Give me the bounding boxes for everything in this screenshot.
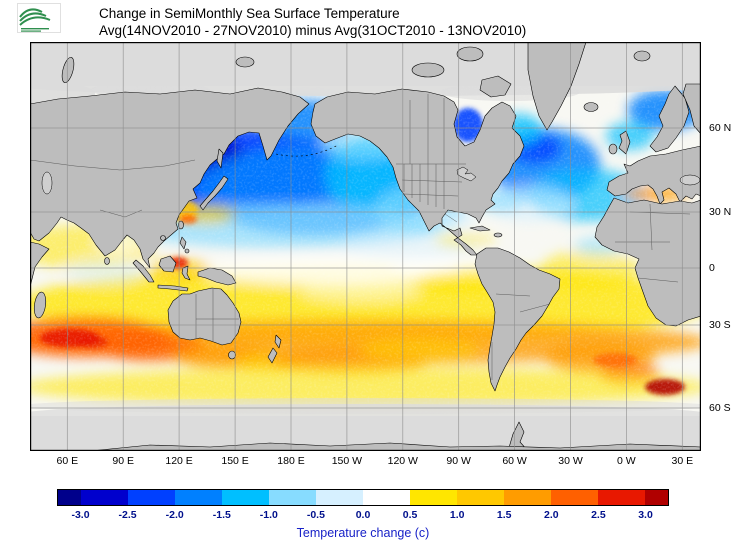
- landmass-svalbard: [633, 50, 651, 62]
- colorbar-tick: 0.0: [355, 509, 371, 521]
- landmass-new-zealand-north: [274, 334, 282, 349]
- lon-label: 120 E: [165, 455, 193, 467]
- graticule: [30, 42, 701, 451]
- map-frame: [30, 42, 701, 451]
- map: 60 N 30 N 0 30 S 60 S 60 E 90 E 120 E 150 E 180 …: [30, 42, 731, 467]
- agency-wave-logo: [17, 3, 61, 33]
- colorbar-segment: [503, 490, 551, 505]
- great-lakes: [456, 166, 477, 182]
- landmass-sri-lanka: [104, 257, 110, 265]
- colorbar-segment: [363, 490, 410, 505]
- landmass-eurasia: [30, 87, 310, 269]
- colorbar-segment: [269, 490, 317, 505]
- landmass-japan: [199, 175, 229, 211]
- colorbar-tick: -3.0: [71, 509, 90, 521]
- colorbar-segment: [222, 490, 270, 505]
- colorbar-tick: 1.5: [496, 509, 512, 521]
- colorbar-segment: [597, 490, 645, 505]
- black-sea: [679, 174, 701, 186]
- lon-label: 90 W: [446, 455, 471, 467]
- landmass-sakhalin: [216, 148, 224, 169]
- landmass-cuba: [469, 225, 491, 232]
- colorbar-tick: 0.5: [402, 509, 418, 521]
- landmass-tasmania: [228, 350, 236, 360]
- colorbar-tick: -0.5: [306, 509, 325, 521]
- landmass-philippines-south: [184, 248, 190, 254]
- colorbar-legend: -3.0 -2.5 -2.0 -1.5 -1.0 -0.5 0.0 0.5 1.0 1.5 2.0 2…: [57, 489, 669, 540]
- colorbar-tick: 1.0: [449, 509, 465, 521]
- landmass-aleutians: [275, 144, 339, 157]
- landmass-africa: [594, 197, 701, 327]
- colorbar: [57, 489, 669, 506]
- landmass-ellesmere: [456, 46, 484, 62]
- landmass-new-zealand-south: [267, 347, 278, 364]
- chart-subtitle: Avg(14NOV2010 - 27NOV2010) minus Avg(31O…: [99, 23, 527, 38]
- colorbar-tick: -1.5: [212, 509, 231, 521]
- colorbar-tick: -2.0: [165, 509, 184, 521]
- landmass-hainan: [160, 235, 166, 241]
- colorbar-segment: [409, 490, 457, 505]
- lon-label: 150 E: [221, 455, 249, 467]
- landmass-sulawesi: [181, 265, 191, 281]
- lon-label: 30 W: [558, 455, 583, 467]
- logo-text-lines: [21, 28, 49, 32]
- landmass-scandinavia: [649, 85, 690, 153]
- political-borders: [30, 94, 691, 380]
- landmass-java: [157, 284, 189, 292]
- chart-title: Change in SemiMonthly Sea Surface Temper…: [99, 6, 400, 21]
- colorbar-tick: 2.0: [543, 509, 559, 521]
- lon-label: 30 E: [671, 455, 694, 467]
- lon-label: 0 W: [617, 455, 636, 467]
- colorbar-tick: -1.0: [259, 509, 278, 521]
- lon-label: 150 W: [331, 455, 363, 467]
- lat-label: 30 S: [709, 319, 731, 331]
- colorbar-segment: [58, 490, 82, 505]
- lon-label: 180 E: [277, 455, 305, 467]
- landmass-antarctic-peninsula: [507, 421, 529, 451]
- lat-label: 0: [709, 262, 715, 274]
- title-block: Change in SemiMonthly Sea Surface Temper…: [99, 5, 526, 39]
- lon-label: 90 E: [112, 455, 134, 467]
- landmass-new-siberian-islands: [235, 56, 255, 68]
- colorbar-segment: [128, 490, 176, 505]
- world-map: [30, 42, 701, 451]
- landmasses: [30, 42, 701, 451]
- colorbar-segment: [550, 490, 598, 505]
- landmass-uk: [618, 130, 631, 155]
- landmass-nw-russia: [682, 83, 701, 135]
- landmass-taiwan: [178, 220, 184, 230]
- logo-waves: [19, 8, 51, 26]
- landmass-sumatra: [132, 259, 155, 283]
- landmass-novaya-zemlya: [61, 57, 75, 83]
- lat-label: 30 N: [709, 206, 732, 218]
- colorbar-tick: 3.0: [638, 509, 653, 521]
- landmass-madagascar: [33, 291, 47, 319]
- lon-label: 60 W: [502, 455, 527, 467]
- colorbar-segment: [456, 490, 504, 505]
- landmass-ireland: [608, 143, 618, 155]
- landmass-hispaniola: [493, 232, 503, 238]
- landmass-iceland: [583, 102, 599, 112]
- colorbar-tick: -2.5: [118, 509, 137, 521]
- colorbar-segment: [644, 490, 668, 505]
- lat-label: 60 S: [709, 402, 731, 414]
- landmass-philippines: [179, 236, 187, 250]
- landmass-baffin: [479, 75, 512, 98]
- colorbar-ticks: -3.0 -2.5 -2.0 -1.5 -1.0 -0.5 0.0 0.5 1.0 1.5 2.0 2…: [57, 509, 669, 523]
- colorbar-segment: [175, 490, 223, 505]
- lon-label: 120 W: [387, 455, 418, 467]
- caspian-sea: [41, 171, 53, 195]
- colorbar-segment: [316, 490, 363, 505]
- lat-label: 60 N: [709, 122, 732, 134]
- landmass-new-guinea: [197, 267, 237, 286]
- landmass-greenland: [527, 42, 587, 131]
- colorbar-tick: 2.5: [591, 509, 606, 521]
- lon-label: 60 E: [56, 455, 79, 467]
- landmass-victoria-island: [411, 62, 445, 78]
- landmass-antarctica-coast: [89, 442, 701, 451]
- colorbar-segment: [81, 490, 129, 505]
- colorbar-caption: Temperature change (c): [296, 526, 430, 540]
- landmass-australia: [167, 287, 242, 346]
